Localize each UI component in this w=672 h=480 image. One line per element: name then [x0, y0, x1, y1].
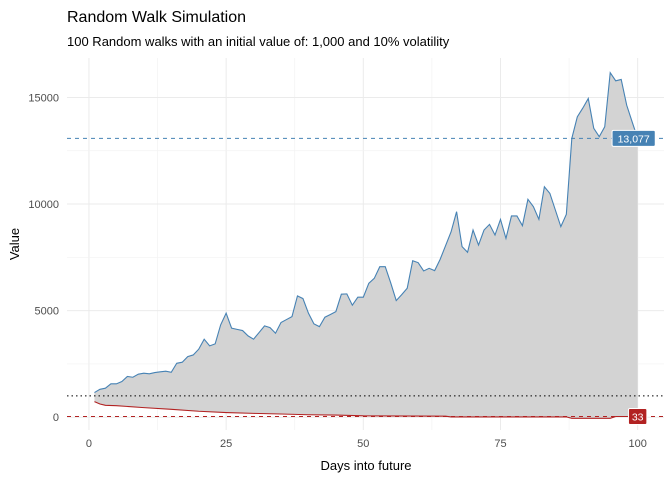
x-tick-label: 25: [220, 438, 232, 450]
max-series-line: [94, 71, 639, 394]
y-axis-ticks: 0 5000 10000 15000: [28, 92, 59, 424]
chart-subtitle: 100 Random walks with an initial value o…: [67, 34, 450, 49]
value-label: 13,077: [618, 133, 650, 145]
y-tick-label: 5000: [35, 306, 59, 318]
x-axis-ticks: 0 25 50 75 100: [86, 438, 647, 450]
min-series-line: [94, 401, 638, 419]
y-axis-label: Value: [7, 228, 22, 260]
x-tick-label: 0: [86, 438, 92, 450]
x-tick-label: 75: [494, 438, 506, 450]
value-label: 33: [632, 412, 644, 424]
y-tick-label: 0: [53, 412, 59, 424]
chart-title: Random Walk Simulation: [67, 9, 246, 26]
plot-marks: 13,077 33: [67, 71, 664, 426]
x-tick-label: 50: [357, 438, 369, 450]
y-tick-label: 15000: [28, 92, 59, 104]
x-tick-label: 100: [628, 438, 646, 450]
value-label-box: [627, 408, 648, 426]
y-tick-label: 10000: [28, 199, 59, 211]
x-axis-label: Days into future: [320, 458, 411, 473]
value-label-box: [611, 129, 656, 147]
range-ribbon: [94, 72, 638, 419]
